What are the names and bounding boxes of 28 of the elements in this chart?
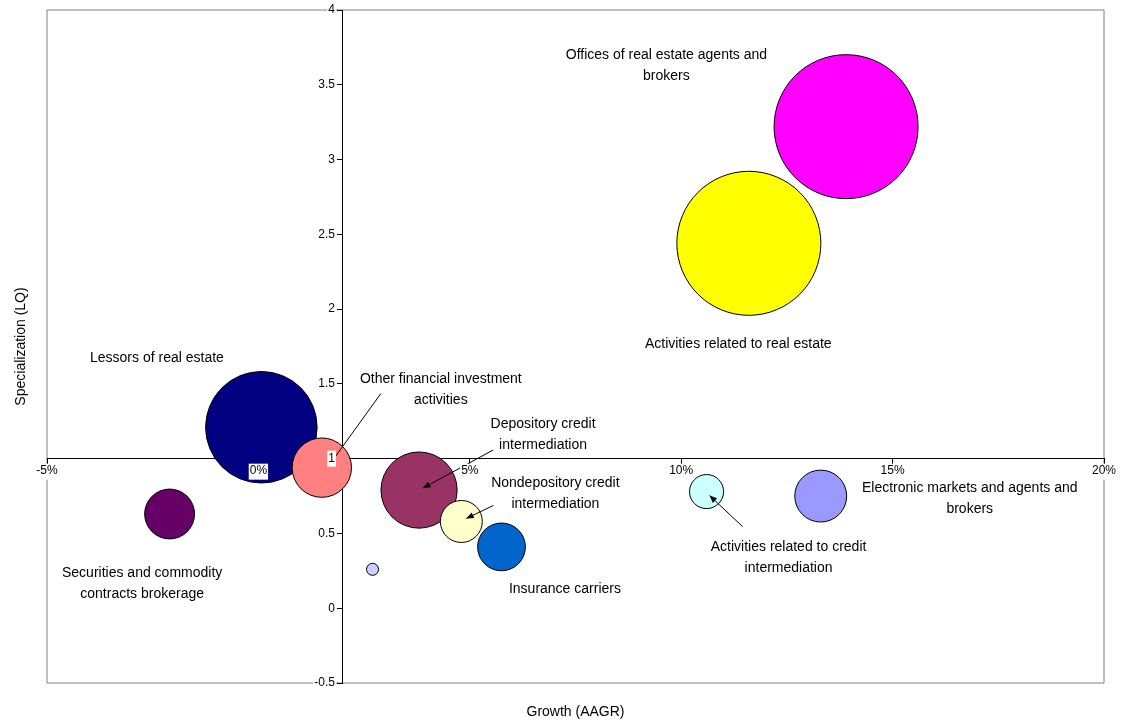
annotation: Insurance carriers [508, 580, 621, 597]
y-tick-label: -0.5 [314, 675, 336, 690]
annotation: Offices of real estate agents and brokers [565, 46, 768, 84]
x-tick-label: -5% [36, 462, 58, 477]
y-tick-label: 4 [328, 2, 336, 17]
y-tick-label: 0 [328, 600, 336, 615]
annotation: Electronic markets and agents and brokers [861, 478, 1078, 516]
y-tick-label: 3.5 [318, 77, 336, 92]
y-axis-title: Specialization (LQ) [11, 287, 28, 406]
y-tick-label: 1 [328, 450, 336, 465]
x-tick-label: 15% [880, 462, 905, 477]
annotation: Lessors of real estate [90, 348, 225, 365]
annotation: Securities and commodity contracts brokerage [61, 563, 223, 601]
annotation: Activities related to real estate [644, 335, 832, 352]
y-tick-label: 0.5 [318, 525, 336, 540]
annotation: Depository credit intermediation [490, 415, 596, 453]
y-tick-label: 2.5 [318, 226, 336, 241]
annotation: Nondepository credit intermediation [491, 473, 620, 511]
x-axis-title: Growth (AAGR) [526, 703, 625, 719]
x-tick-label: 5% [461, 462, 479, 477]
annotation: Activities related to credit intermediation [710, 537, 867, 575]
annotation: Other financial investment activities [359, 370, 522, 407]
y-tick-label: 1.5 [318, 376, 336, 391]
x-tick-label: 20% [1091, 462, 1117, 477]
y-tick-label: 3 [328, 151, 336, 166]
x-tick-label: 10% [669, 462, 694, 477]
x-tick-label: 0% [249, 462, 268, 477]
y-tick-label: 2 [328, 301, 336, 316]
